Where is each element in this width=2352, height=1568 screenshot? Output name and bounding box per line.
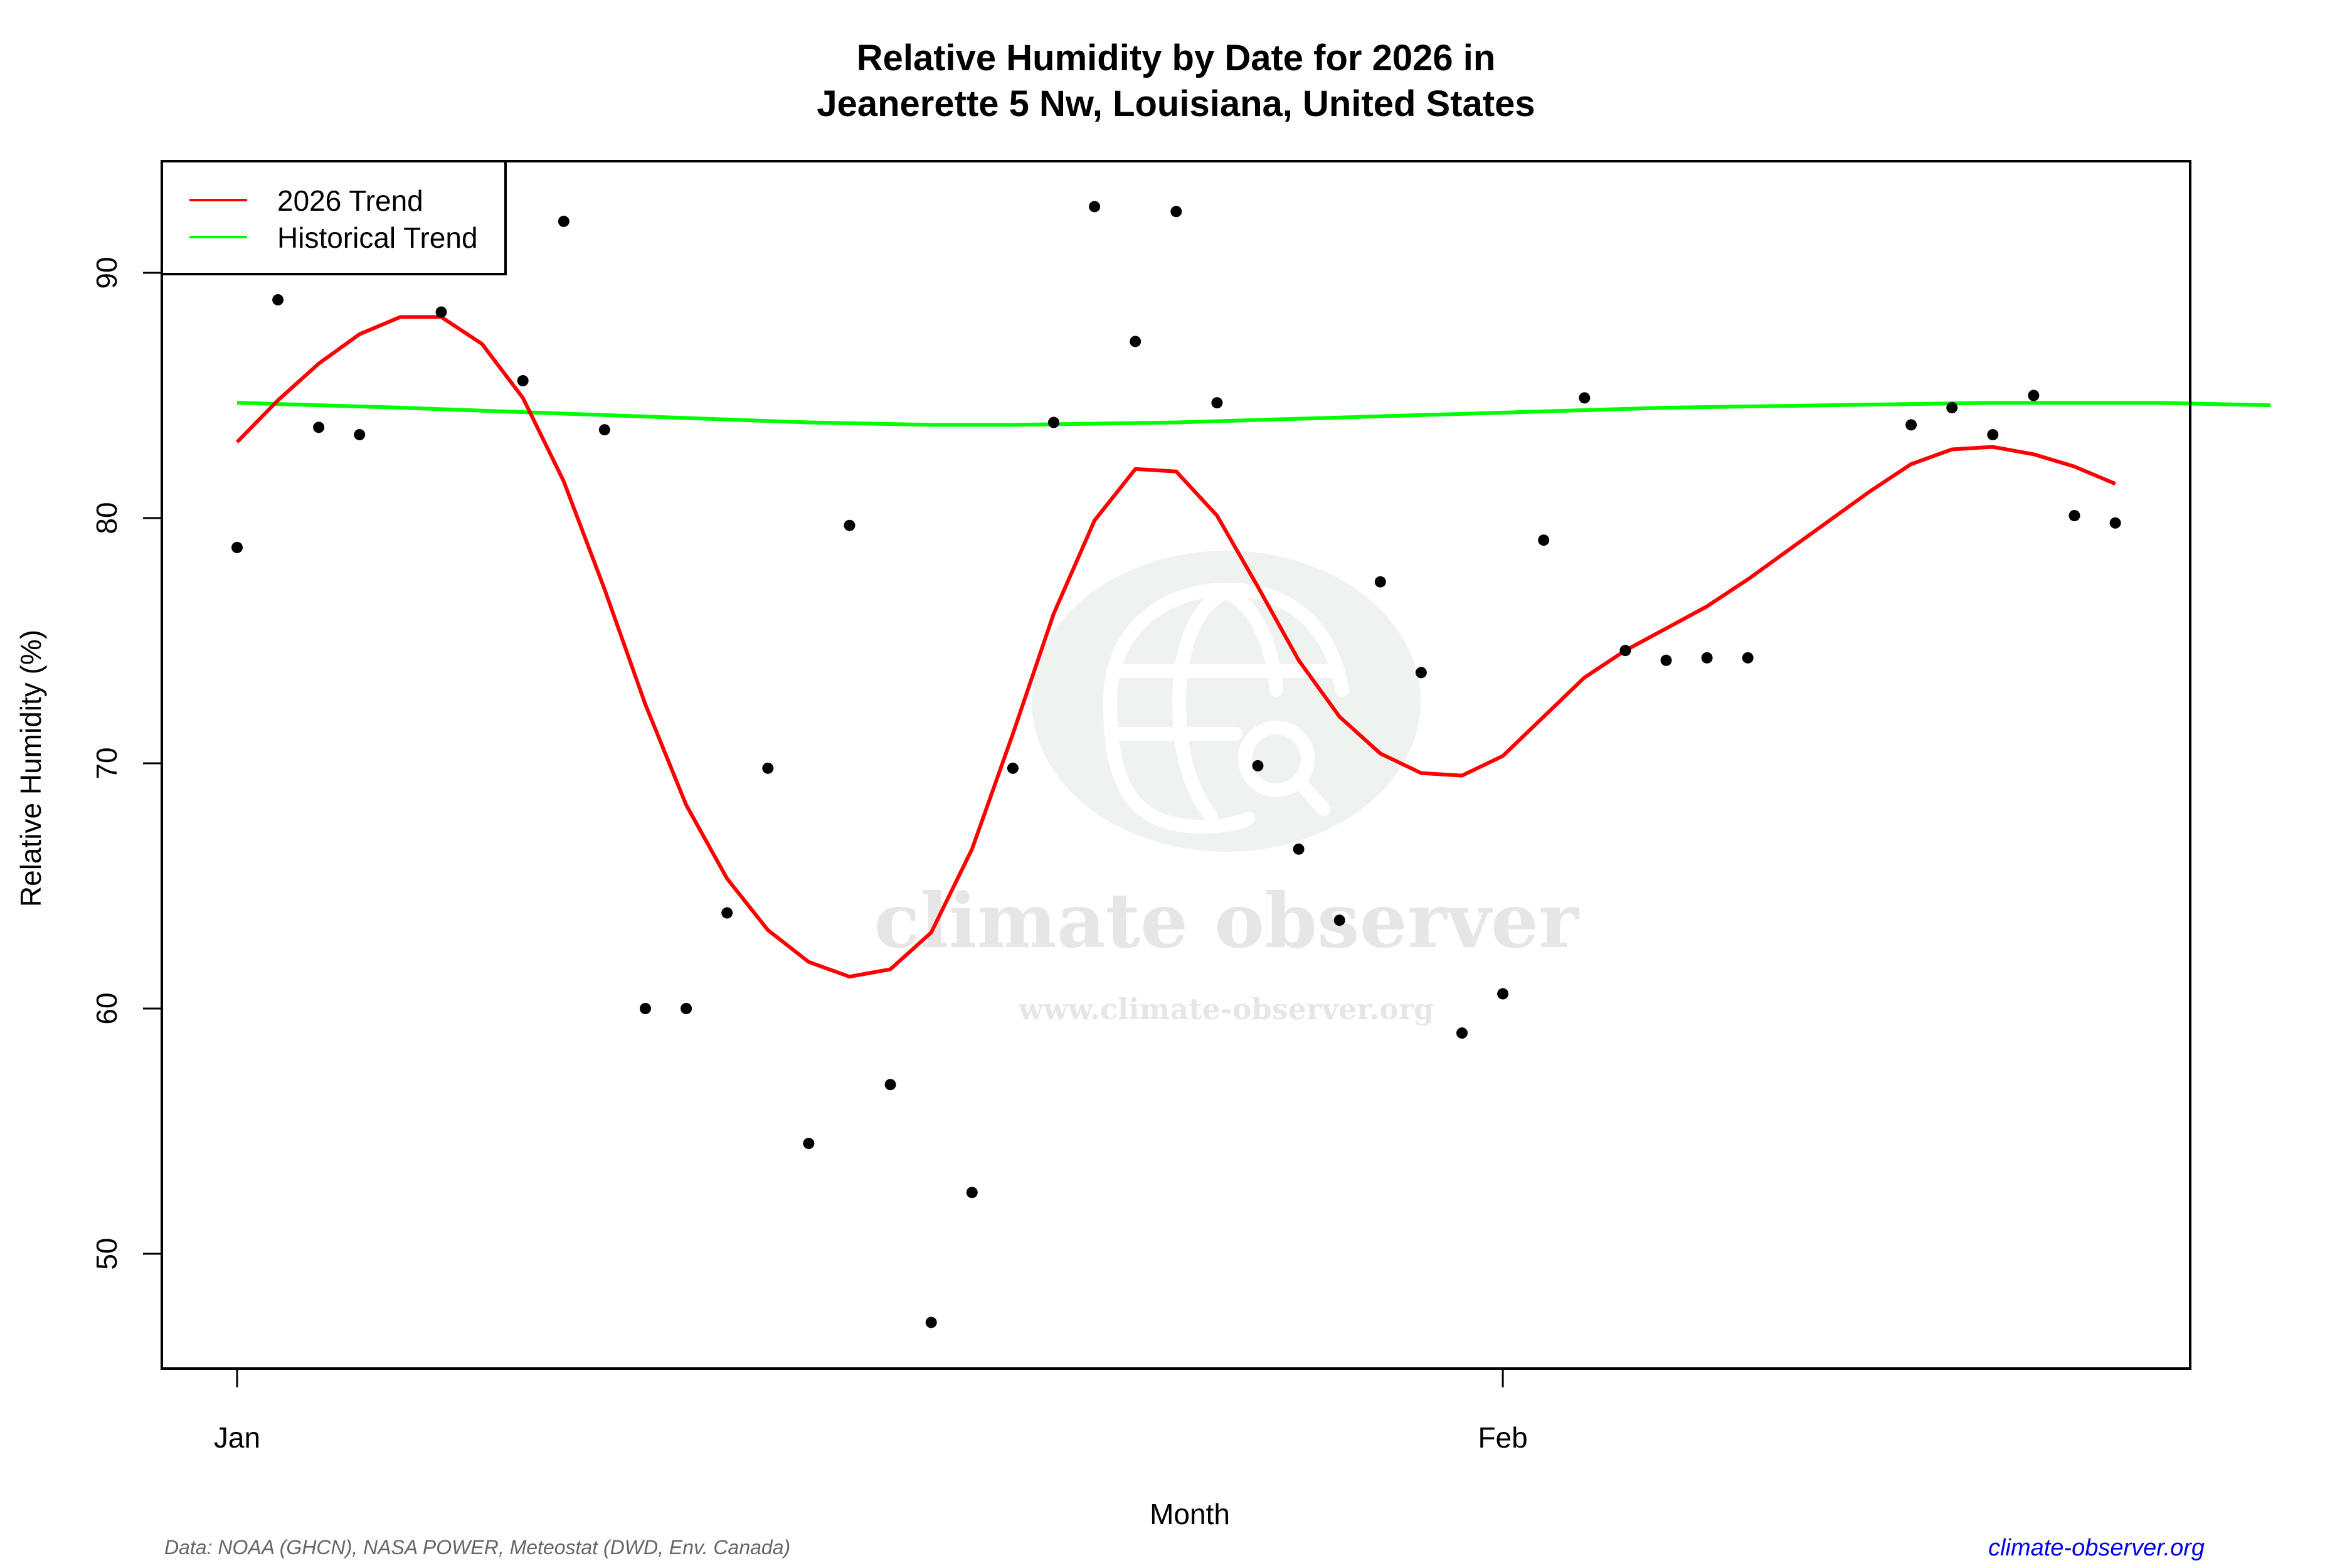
x-tick-label-jan: Jan bbox=[214, 1421, 260, 1454]
chart-title-line2: Jeanerette 5 Nw, Louisiana, United State… bbox=[817, 83, 1535, 124]
watermark-url: www.climate-observer.org bbox=[1018, 992, 1434, 1026]
data-point bbox=[1374, 576, 1386, 588]
trend-2026-line bbox=[235, 315, 2116, 979]
chart-title-line1: Relative Humidity by Date for 2026 in bbox=[857, 38, 1496, 78]
data-point bbox=[884, 1079, 896, 1091]
data-point bbox=[2109, 517, 2121, 529]
data-point bbox=[1619, 645, 1631, 657]
y-tick-label: 70 bbox=[90, 747, 123, 779]
data-point bbox=[803, 1138, 815, 1150]
data-point bbox=[1048, 416, 1059, 428]
data-point bbox=[598, 424, 610, 436]
site-link[interactable]: climate-observer.org bbox=[1988, 1535, 2205, 1561]
data-point bbox=[1415, 667, 1427, 679]
data-point bbox=[681, 1003, 692, 1014]
data-point bbox=[435, 306, 447, 318]
data-point bbox=[762, 762, 774, 774]
data-point bbox=[1089, 201, 1101, 213]
plot-frame bbox=[161, 160, 2191, 1370]
data-point bbox=[1252, 760, 1264, 771]
data-point bbox=[1456, 1027, 1468, 1039]
data-point bbox=[1497, 988, 1509, 1000]
data-point bbox=[517, 375, 529, 387]
data-point bbox=[558, 215, 569, 227]
x-axis: Jan Feb bbox=[214, 1369, 1528, 1454]
watermark-brand: climate observer bbox=[874, 877, 1580, 965]
x-axis-label: Month bbox=[1150, 1498, 1230, 1530]
globe-search-icon bbox=[1103, 582, 1349, 834]
data-point bbox=[1701, 652, 1713, 664]
data-point bbox=[1538, 534, 1550, 546]
legend-label-historical-trend: Historical Trend bbox=[277, 221, 478, 254]
y-tick-label: 60 bbox=[90, 992, 123, 1024]
observation-points bbox=[231, 201, 2121, 1328]
data-point bbox=[231, 541, 243, 553]
y-tick-label: 50 bbox=[90, 1237, 123, 1269]
data-point bbox=[2069, 510, 2080, 522]
data-point bbox=[354, 429, 366, 441]
data-point bbox=[925, 1316, 937, 1328]
data-point bbox=[2028, 389, 2040, 401]
data-source-note: Data: NOAA (GHCN), NASA POWER, Meteostat… bbox=[164, 1536, 790, 1559]
data-point bbox=[844, 519, 856, 531]
legend-label-2026-trend: 2026 Trend bbox=[277, 184, 423, 217]
legend: 2026 Trend Historical Trend bbox=[161, 160, 507, 275]
data-point bbox=[1170, 206, 1182, 218]
data-point bbox=[721, 907, 733, 919]
data-point bbox=[1333, 914, 1345, 926]
watermark: climate observer www.climate-observer.or… bbox=[874, 551, 1580, 1026]
data-point bbox=[1579, 392, 1591, 404]
data-point bbox=[1987, 429, 1999, 441]
legend-box bbox=[161, 160, 507, 275]
x-tick-label-feb: Feb bbox=[1478, 1421, 1527, 1454]
data-point bbox=[1211, 397, 1223, 409]
data-point bbox=[966, 1187, 978, 1199]
data-point bbox=[1742, 652, 1754, 664]
data-point bbox=[1007, 762, 1019, 774]
data-point bbox=[1293, 843, 1305, 855]
historical-trend-line bbox=[236, 401, 2271, 427]
data-point bbox=[1130, 336, 1142, 347]
y-axis: 50 60 70 80 90 bbox=[90, 257, 162, 1270]
data-point bbox=[640, 1003, 651, 1014]
data-point bbox=[1905, 419, 1917, 431]
data-point bbox=[1660, 654, 1672, 666]
data-point bbox=[1946, 402, 1958, 414]
data-point bbox=[272, 294, 284, 306]
y-tick-label: 80 bbox=[90, 502, 123, 534]
y-axis-label: Relative Humidity (%) bbox=[14, 630, 47, 907]
y-tick-label: 90 bbox=[90, 257, 123, 289]
data-point bbox=[313, 421, 325, 433]
